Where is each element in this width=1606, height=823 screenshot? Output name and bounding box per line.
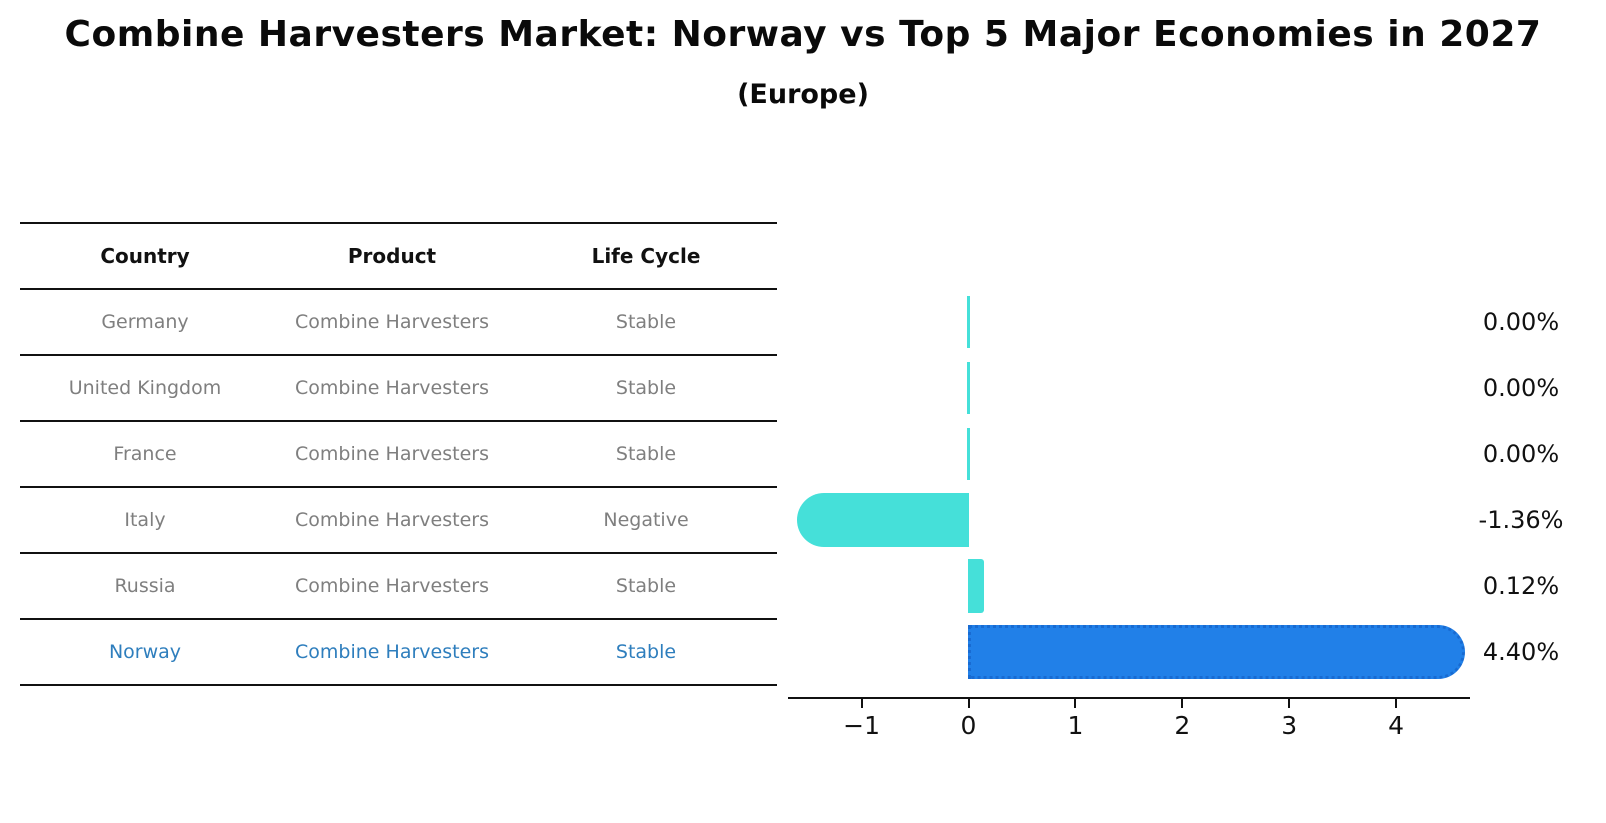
bar-russia bbox=[968, 559, 984, 613]
table-cell-product: Combine Harvesters bbox=[295, 509, 489, 531]
table-row-rule bbox=[20, 618, 777, 620]
table-cell-product: Combine Harvesters bbox=[295, 377, 489, 399]
table-cell-product: Combine Harvesters bbox=[295, 575, 489, 597]
table-row-rule bbox=[20, 288, 777, 290]
table-top-rule bbox=[20, 222, 777, 224]
table-cell-country: Norway bbox=[108, 641, 182, 663]
chart-subtitle: (Europe) bbox=[737, 79, 869, 110]
bar-value-label: 0.00% bbox=[1482, 374, 1560, 402]
table-cell-lifecycle: Negative bbox=[603, 509, 689, 531]
table-cell-product: Combine Harvesters bbox=[295, 311, 489, 333]
x-axis-tick bbox=[967, 699, 970, 708]
bar-value-label: 4.40% bbox=[1482, 638, 1560, 666]
table-row-rule bbox=[20, 354, 777, 356]
x-axis-tick-label: 4 bbox=[1388, 711, 1405, 740]
chart-title: Combine Harvesters Market: Norway vs Top… bbox=[64, 14, 1542, 55]
x-axis-tick bbox=[1074, 699, 1077, 708]
bar-germany bbox=[967, 296, 970, 348]
bar-value-label: -1.36% bbox=[1478, 506, 1564, 534]
table-row-rule bbox=[20, 420, 777, 422]
bar-france bbox=[967, 428, 970, 480]
table-cell-lifecycle: Stable bbox=[615, 443, 677, 465]
table-cell-country: Germany bbox=[101, 311, 189, 333]
table-cell-product: Combine Harvesters bbox=[295, 443, 489, 465]
bar-united-kingdom bbox=[967, 362, 970, 414]
table-row-rule bbox=[20, 684, 777, 686]
x-axis-tick bbox=[1181, 699, 1184, 708]
table-cell-country: France bbox=[113, 443, 177, 465]
bar-value-label: 0.00% bbox=[1482, 308, 1560, 336]
x-axis-tick-label: 2 bbox=[1174, 711, 1191, 740]
bar-italy bbox=[796, 493, 969, 547]
table-cell-lifecycle: Stable bbox=[615, 311, 677, 333]
table-cell-country: United Kingdom bbox=[68, 377, 222, 399]
x-axis-line bbox=[788, 697, 1470, 699]
table-cell-lifecycle: Stable bbox=[615, 641, 677, 663]
table-cell-lifecycle: Stable bbox=[615, 377, 677, 399]
x-axis-tick bbox=[1395, 699, 1398, 708]
table-header-country: Country bbox=[100, 244, 190, 268]
bar-value-label: 0.12% bbox=[1482, 572, 1560, 600]
table-row-rule bbox=[20, 552, 777, 554]
table-header-product: Product bbox=[347, 244, 437, 268]
table-row-rule bbox=[20, 486, 777, 488]
table-header-life-cycle: Life Cycle bbox=[591, 244, 701, 268]
x-axis-tick-label: 3 bbox=[1281, 711, 1298, 740]
table-cell-product: Combine Harvesters bbox=[295, 641, 489, 663]
x-axis-tick-label: −1 bbox=[843, 711, 881, 740]
bar-value-label: 0.00% bbox=[1482, 440, 1560, 468]
table-cell-lifecycle: Stable bbox=[615, 575, 677, 597]
x-axis-tick bbox=[1288, 699, 1291, 708]
table-cell-country: Russia bbox=[114, 575, 176, 597]
x-axis-tick bbox=[860, 699, 863, 708]
x-axis-tick-label: 0 bbox=[960, 711, 977, 740]
bar-highlight-norway bbox=[968, 625, 1466, 679]
x-axis-tick-label: 1 bbox=[1067, 711, 1084, 740]
table-cell-country: Italy bbox=[124, 509, 166, 531]
